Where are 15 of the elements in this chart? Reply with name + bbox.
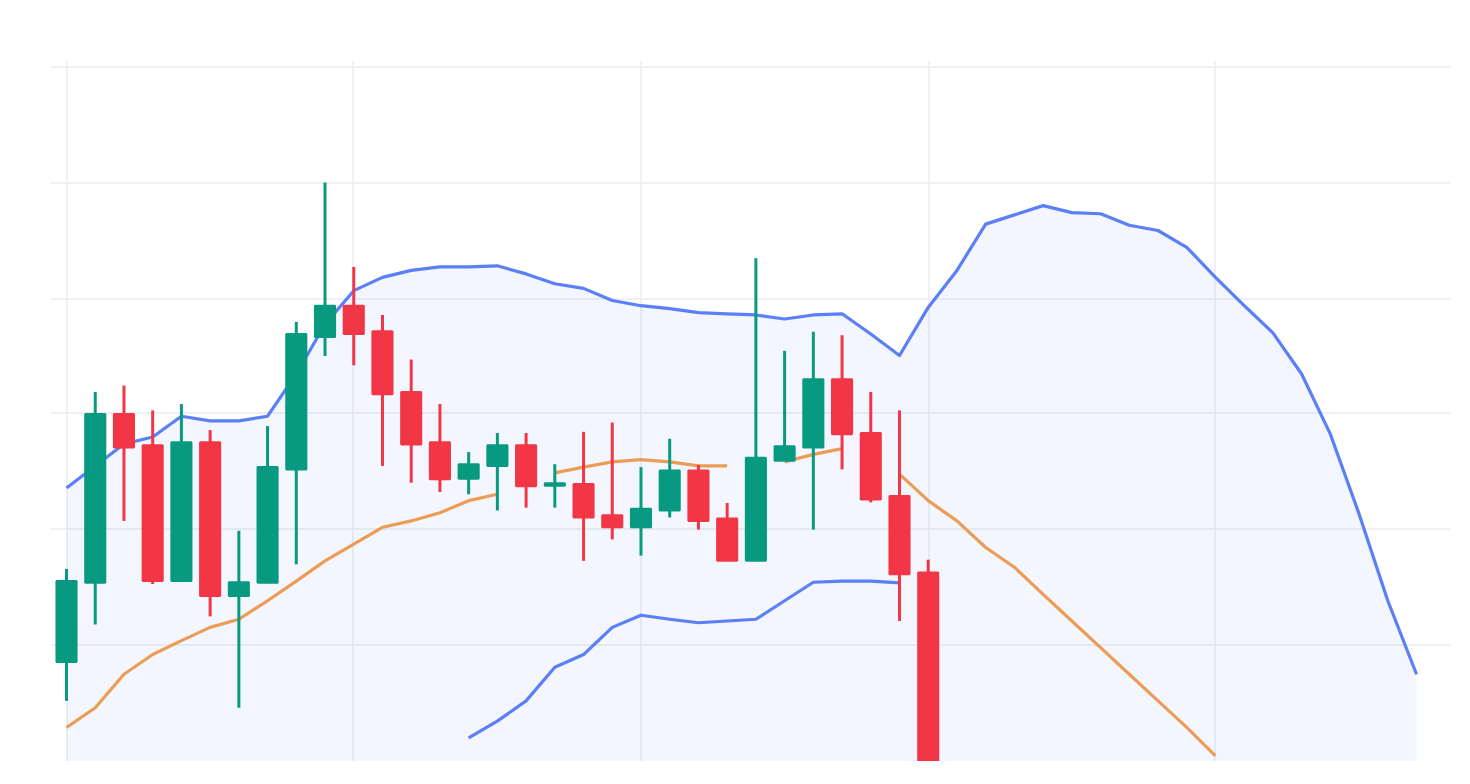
candlestick [428, 402, 451, 494]
candlestick [572, 430, 595, 563]
candlestick [457, 450, 480, 496]
candlestick [716, 501, 739, 563]
candlestick [515, 431, 538, 510]
candlestick [773, 349, 796, 463]
candlestick [112, 384, 136, 523]
candlestick [486, 431, 509, 512]
candlestick [601, 421, 624, 541]
candlestick [629, 465, 653, 558]
candlestick [342, 265, 365, 367]
candlestick [313, 180, 337, 358]
candlestick [543, 462, 566, 510]
candlestick [227, 529, 250, 710]
candlestick [658, 437, 681, 519]
